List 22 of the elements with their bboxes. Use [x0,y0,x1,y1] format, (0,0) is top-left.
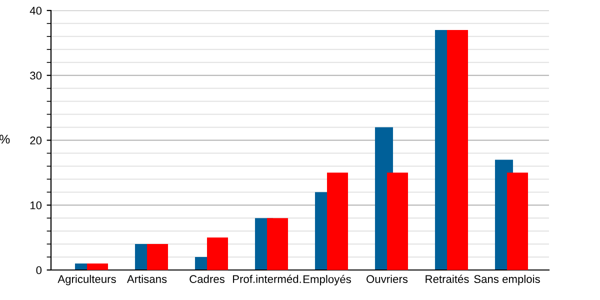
x-tick-label: Cadres [190,274,225,284]
bar [267,218,288,270]
x-tick-label: Agriculteurs [58,274,116,286]
x-tick-label: Ouvriers [366,274,408,284]
y-tick-label: 20 [30,136,42,144]
bar [507,172,528,270]
y-tick-label: 0 [36,266,42,274]
x-tick-label: Sans emplois [474,274,540,286]
bar [447,30,468,270]
bar [87,264,108,270]
bar [327,172,348,270]
x-tick-label: Artisans [126,274,167,284]
x-tick-label: Employés [304,274,351,286]
bar [147,244,168,270]
y-tick-label: 40 [30,6,42,15]
x-tick-label: Prof.interméd. [233,274,301,284]
x-tick-label: Retraités [426,274,469,284]
bar [207,238,228,270]
bar [387,172,408,270]
y-tick-label: 10 [30,201,42,210]
y-axis-title: % [0,134,10,144]
y-tick-label: 30 [30,72,42,80]
